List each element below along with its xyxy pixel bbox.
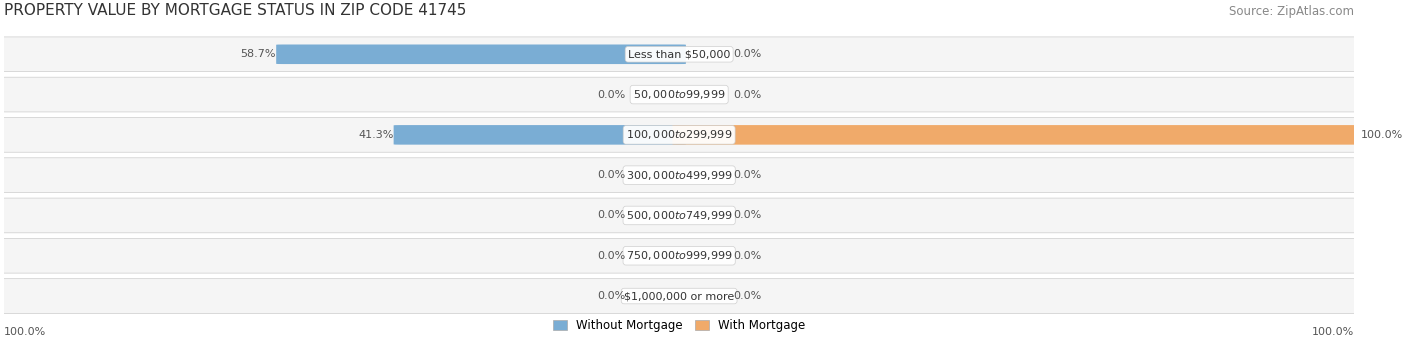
Text: 41.3%: 41.3% bbox=[359, 130, 394, 140]
Text: $500,000 to $749,999: $500,000 to $749,999 bbox=[626, 209, 733, 222]
Text: 58.7%: 58.7% bbox=[240, 49, 276, 59]
Text: $50,000 to $99,999: $50,000 to $99,999 bbox=[633, 88, 725, 101]
Text: $750,000 to $999,999: $750,000 to $999,999 bbox=[626, 249, 733, 262]
Text: $1,000,000 or more: $1,000,000 or more bbox=[624, 291, 734, 301]
FancyBboxPatch shape bbox=[672, 125, 1361, 144]
FancyBboxPatch shape bbox=[0, 37, 1367, 72]
Text: 0.0%: 0.0% bbox=[598, 251, 626, 261]
Text: 100.0%: 100.0% bbox=[1361, 130, 1403, 140]
Text: 0.0%: 0.0% bbox=[733, 49, 762, 59]
Text: $300,000 to $499,999: $300,000 to $499,999 bbox=[626, 169, 733, 182]
FancyBboxPatch shape bbox=[0, 118, 1367, 152]
FancyBboxPatch shape bbox=[0, 198, 1367, 233]
Text: $100,000 to $299,999: $100,000 to $299,999 bbox=[626, 129, 733, 141]
FancyBboxPatch shape bbox=[0, 158, 1367, 192]
Text: 0.0%: 0.0% bbox=[598, 170, 626, 180]
Text: 0.0%: 0.0% bbox=[733, 291, 762, 301]
Text: 0.0%: 0.0% bbox=[733, 210, 762, 220]
Text: Source: ZipAtlas.com: Source: ZipAtlas.com bbox=[1229, 5, 1354, 18]
FancyBboxPatch shape bbox=[394, 125, 686, 144]
Text: 100.0%: 100.0% bbox=[4, 327, 46, 337]
Text: 0.0%: 0.0% bbox=[598, 89, 626, 100]
Text: 0.0%: 0.0% bbox=[598, 210, 626, 220]
Text: PROPERTY VALUE BY MORTGAGE STATUS IN ZIP CODE 41745: PROPERTY VALUE BY MORTGAGE STATUS IN ZIP… bbox=[4, 3, 467, 18]
FancyBboxPatch shape bbox=[0, 238, 1367, 273]
FancyBboxPatch shape bbox=[276, 45, 686, 64]
FancyBboxPatch shape bbox=[0, 279, 1367, 313]
Text: 100.0%: 100.0% bbox=[1312, 327, 1354, 337]
Text: 0.0%: 0.0% bbox=[733, 170, 762, 180]
FancyBboxPatch shape bbox=[0, 77, 1367, 112]
Text: Less than $50,000: Less than $50,000 bbox=[628, 49, 730, 59]
Text: 0.0%: 0.0% bbox=[733, 89, 762, 100]
Text: 0.0%: 0.0% bbox=[733, 251, 762, 261]
Legend: Without Mortgage, With Mortgage: Without Mortgage, With Mortgage bbox=[553, 319, 806, 332]
Text: 0.0%: 0.0% bbox=[598, 291, 626, 301]
